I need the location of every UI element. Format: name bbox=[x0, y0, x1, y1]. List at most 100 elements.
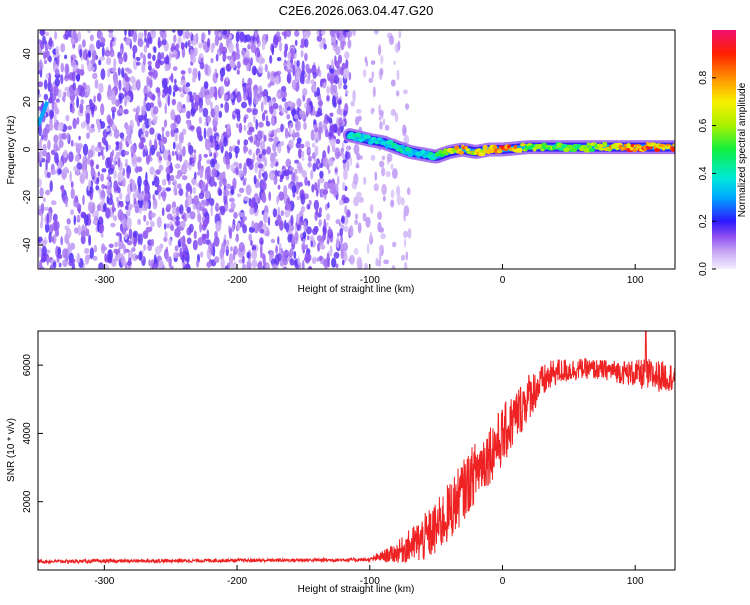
spectrogram-noise-cell bbox=[235, 31, 240, 43]
spectrogram-noise-cell bbox=[296, 161, 302, 171]
spectrogram-noise-cell bbox=[234, 53, 241, 60]
spectrogram-noise-cell bbox=[406, 187, 411, 196]
spectrogram-noise-cell bbox=[113, 215, 117, 222]
spectrogram-noise-cell bbox=[192, 186, 197, 195]
spectrogram-noise-cell bbox=[296, 60, 300, 68]
spectrogram-noise-cell bbox=[152, 194, 156, 201]
spectrogram-noise-cell bbox=[147, 64, 152, 71]
spectrogram-noise-cell bbox=[183, 217, 187, 222]
spectrogram-noise-cell bbox=[318, 177, 325, 184]
spectrogram-noise-cell bbox=[161, 207, 165, 217]
spectrogram-noise-cell bbox=[141, 105, 146, 116]
spectrogram-noise-cell bbox=[80, 234, 86, 245]
spectrogram-noise-cell bbox=[125, 136, 132, 142]
spectrogram-noise-cell bbox=[366, 243, 370, 255]
spectrogram-noise-cell bbox=[403, 238, 407, 248]
spectrogram-ridge-cell bbox=[615, 145, 620, 151]
spectrogram-noise-cell bbox=[215, 202, 219, 213]
snr-x-tick-label: -100 bbox=[360, 576, 380, 587]
spectrogram-noise-cell bbox=[72, 258, 76, 263]
spectrogram-noise-cell bbox=[259, 237, 264, 246]
spectrogram-noise-cell bbox=[338, 117, 343, 128]
spectrogram-y-tick-label: 0 bbox=[22, 146, 33, 152]
spectrogram-noise-cell bbox=[123, 52, 128, 63]
spectrogram-noise-cell bbox=[209, 242, 213, 252]
spectrogram-noise-cell bbox=[196, 259, 200, 268]
spectrogram-noise-cell bbox=[76, 117, 80, 125]
spectrogram-noise-cell bbox=[129, 119, 134, 131]
spectrogram-noise-cell bbox=[161, 178, 167, 186]
spectrogram-noise-cell bbox=[326, 115, 330, 122]
spectrogram-noise-cell bbox=[155, 60, 160, 69]
spectrogram-noise-cell bbox=[184, 87, 191, 93]
spectrogram-noise-cell bbox=[177, 30, 184, 37]
spectrogram-noise-cell bbox=[88, 234, 92, 246]
spectrogram-noise-cell bbox=[132, 52, 136, 59]
spectrogram-noise-cell bbox=[365, 216, 371, 228]
spectrogram-noise-cell bbox=[152, 69, 158, 79]
spectrogram-noise-cell bbox=[257, 222, 261, 231]
spectrogram-noise-cell bbox=[192, 76, 196, 83]
spectrogram-noise-cell bbox=[100, 191, 106, 198]
spectrogram-noise-cell bbox=[292, 129, 296, 142]
spectrogram-noise-cell bbox=[270, 238, 275, 244]
spectrogram-noise-cell bbox=[318, 207, 322, 215]
spectrogram-noise-cell bbox=[115, 141, 120, 151]
spectrogram-ridge-cell bbox=[571, 147, 578, 153]
spectrogram-noise-cell bbox=[176, 101, 182, 112]
spectrogram-noise-cell bbox=[158, 164, 164, 172]
spectrogram-noise-cell bbox=[107, 68, 111, 78]
spectrogram-noise-cell bbox=[75, 168, 80, 176]
spectrogram-noise-cell bbox=[54, 30, 58, 40]
spectrogram-noise-cell bbox=[304, 176, 308, 187]
spectrogram-noise-cell bbox=[164, 231, 168, 238]
spectrogram-noise-cell bbox=[327, 202, 330, 209]
spectrogram-noise-cell bbox=[105, 140, 109, 153]
spectrogram-noise-cell bbox=[214, 113, 219, 121]
spectrogram-noise-cell bbox=[211, 167, 218, 178]
spectrogram-noise-cell bbox=[251, 249, 257, 260]
spectrogram-noise-cell bbox=[125, 162, 128, 168]
spectrogram-noise-cell bbox=[104, 50, 111, 57]
spectrogram-noise-cell bbox=[302, 74, 305, 85]
spectrogram-noise-cell bbox=[379, 160, 385, 168]
spectrogram-noise-cell bbox=[111, 37, 115, 42]
spectrogram-noise-cell bbox=[311, 184, 315, 193]
spectrogram-noise-cell bbox=[279, 178, 283, 183]
spectrogram-noise-cell bbox=[260, 243, 263, 256]
spectrogram-noise-cell bbox=[192, 67, 198, 79]
spectrogram-noise-cell bbox=[404, 261, 408, 269]
spectrogram-noise-cell bbox=[111, 258, 117, 267]
spectrogram-noise-cell bbox=[313, 158, 317, 163]
spectrogram-noise-cell bbox=[248, 233, 252, 242]
spectrogram-noise-cell bbox=[284, 65, 288, 72]
spectrogram-noise-cell bbox=[291, 185, 297, 194]
spectrogram-noise-cell bbox=[343, 196, 350, 204]
spectrogram-noise-cell bbox=[333, 84, 338, 94]
spectrogram-noise-cell bbox=[291, 236, 295, 245]
spectrogram-noise-cell bbox=[347, 39, 352, 49]
spectrogram-noise-cell bbox=[316, 35, 323, 42]
spectrogram-noise-cell bbox=[117, 171, 124, 183]
spectrogram-noise-cell bbox=[325, 203, 328, 211]
spectrogram-noise-cell bbox=[304, 251, 311, 264]
spectrogram-noise-cell bbox=[198, 42, 203, 49]
spectrogram-noise-cell bbox=[62, 248, 68, 259]
spectrogram-noise-cell bbox=[205, 239, 211, 245]
spectrogram-noise-cell bbox=[272, 208, 278, 218]
spectrogram-noise-cell bbox=[251, 259, 258, 269]
spectrogram-noise-cell bbox=[185, 262, 190, 269]
spectrogram-noise-cell bbox=[188, 223, 194, 233]
spectrogram-noise-cell bbox=[243, 57, 250, 65]
spectrogram-noise-cell bbox=[272, 263, 277, 269]
spectrogram-noise-cell bbox=[126, 260, 132, 266]
spectrogram-ridge-cell bbox=[492, 144, 497, 150]
spectrogram-noise-cell bbox=[62, 91, 66, 103]
spectrogram-noise-cell bbox=[250, 43, 257, 54]
spectrogram-noise-cell bbox=[222, 30, 228, 36]
spectrogram-noise-cell bbox=[149, 102, 154, 108]
spectrogram-noise-cell bbox=[97, 121, 101, 134]
spectrogram-noise-cell bbox=[84, 247, 90, 255]
spectrogram-noise-cell bbox=[329, 245, 333, 257]
spectrogram-noise-cell bbox=[49, 86, 54, 92]
